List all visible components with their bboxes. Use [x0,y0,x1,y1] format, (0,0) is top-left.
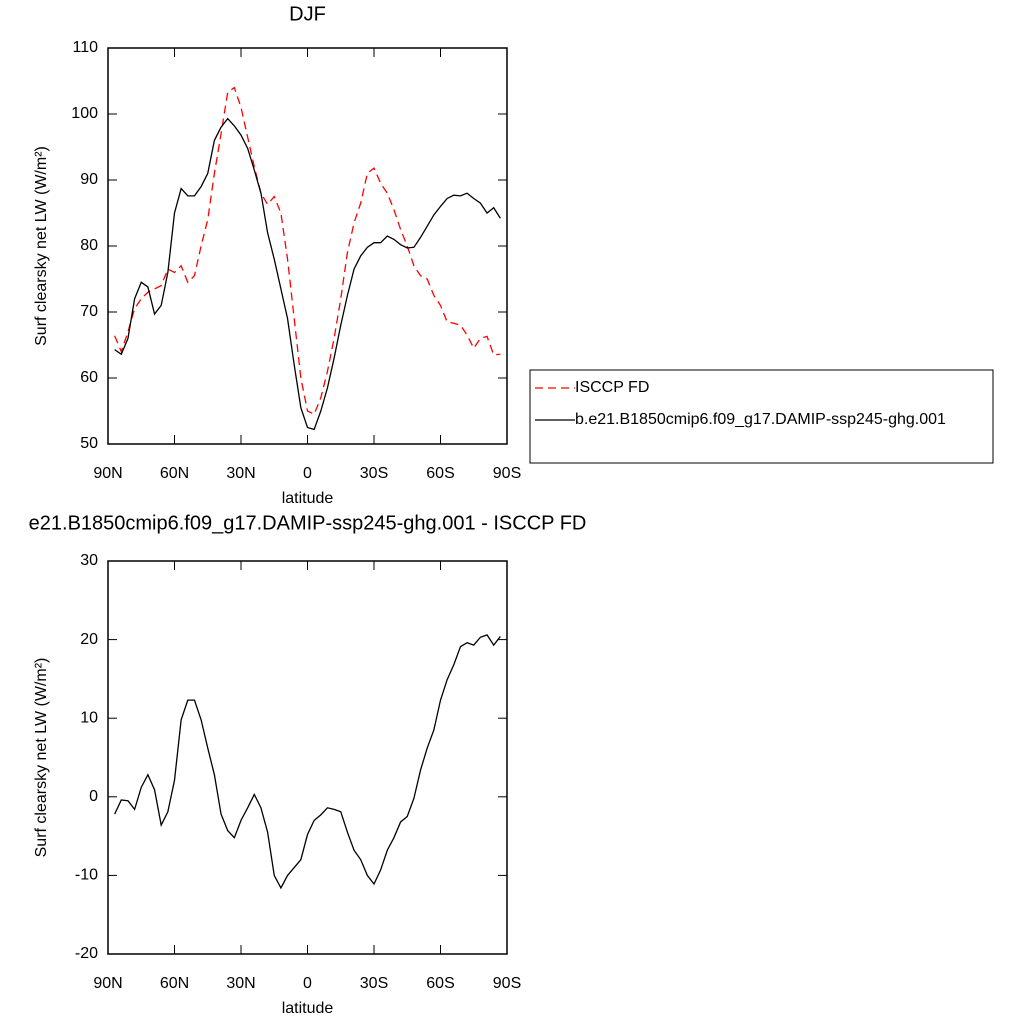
x-tick-label: 90N [93,465,122,482]
y-tick-label: 90 [80,171,98,188]
x-tick-label: 60S [426,465,454,482]
plot-frame [107,560,508,955]
x-tick-label: 30N [226,975,255,992]
y-tick-label: -20 [75,945,98,962]
data-line [114,117,501,431]
plot-frame [107,47,508,445]
y-tick-label: 30 [80,552,98,569]
x-tick-label: 60N [160,465,189,482]
x-tick-label: 0 [303,975,312,992]
x-tick-label: 30S [360,975,388,992]
x-tick-label: 90S [493,465,521,482]
y-tick-label: 70 [80,303,98,320]
y-tick-label: 50 [80,435,98,452]
chart-title: DJF [289,3,326,25]
x-tick-label: 60S [426,975,454,992]
x-tick-label: 30N [226,465,255,482]
y-axis-label: Surf clearsky net LW (W/m²) [33,146,50,346]
data-line [114,634,501,890]
x-tick-label: 60N [160,975,189,992]
y-tick-label: -10 [75,867,98,884]
y-tick-label: 0 [89,788,98,805]
x-tick-label: 0 [303,465,312,482]
y-tick-label: 100 [71,105,98,122]
chart-title: e21.B1850cmip6.f09_g17.DAMIP-ssp245-ghg.… [29,512,587,534]
x-tick-label: 30S [360,465,388,482]
x-tick-label: 90S [493,975,521,992]
y-tick-label: 80 [80,237,98,254]
y-tick-label: 10 [80,709,98,726]
y-tick-label: 60 [80,369,98,386]
legend-box [529,369,994,464]
legend-label: ISCCP FD [575,379,649,396]
x-axis-label: latitude [282,490,334,507]
data-line [114,86,501,416]
y-axis-label: Surf clearsky net LW (W/m²) [33,658,50,858]
y-tick-label: 20 [80,631,98,648]
legend-label: b.e21.B1850cmip6.f09_g17.DAMIP-ssp245-gh… [575,411,946,428]
y-tick-label: 110 [72,39,98,56]
x-axis-label: latitude [282,1000,334,1017]
x-tick-label: 90N [93,975,122,992]
